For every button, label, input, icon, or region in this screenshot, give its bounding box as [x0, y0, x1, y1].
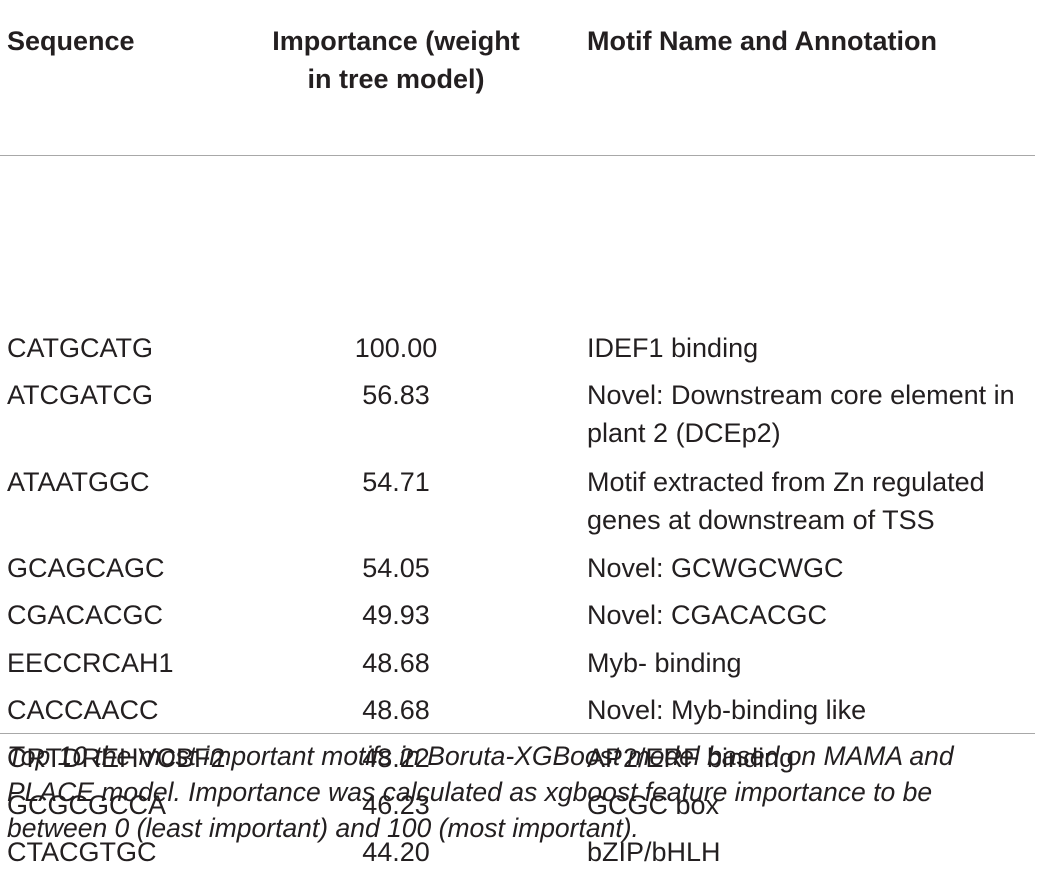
table-bottom-rule	[0, 733, 1035, 734]
cell-importance: 49.93	[362, 600, 430, 630]
cell-importance: 46.23	[362, 790, 430, 820]
cell-importance: 48.68	[362, 648, 430, 678]
table-row: CRTDREHVCBF2 48.22 AP2/ERF binding	[0, 739, 1035, 779]
table-row: CGACACGC 49.93 Novel: CGACACGC	[0, 596, 1035, 636]
cell-motif: GCGC box	[587, 790, 720, 820]
table-header: Sequence Importance (weight in tree mode…	[0, 0, 1035, 156]
cell-importance: 54.05	[362, 553, 430, 583]
cell-motif: Novel: GCWGCWGC	[587, 553, 844, 583]
cell-sequence: CRTDREHVCBF2	[7, 743, 226, 773]
table-row: ATCGATCG 56.83 Novel: Downstream core el…	[0, 376, 1035, 456]
cell-importance: 48.68	[362, 695, 430, 725]
cell-importance: 48.22	[362, 743, 430, 773]
cell-motif: AP2/ERF binding	[587, 743, 795, 773]
cell-motif: Novel: Myb-binding like	[587, 695, 867, 725]
cell-sequence: CACCAACC	[7, 695, 159, 725]
cell-motif: Novel: Downstream core element in plant …	[587, 380, 1015, 448]
cell-sequence: GCAGCAGC	[7, 553, 165, 583]
cell-sequence: ATCGATCG	[7, 380, 153, 410]
cell-motif: Novel: CGACACGC	[587, 600, 828, 630]
cell-motif: IDEF1 binding	[587, 333, 759, 363]
header-sequence: Sequence	[7, 26, 135, 56]
cell-sequence: ATAATGGC	[7, 467, 150, 497]
cell-sequence: GCGCGCCA	[7, 790, 167, 820]
table-row: GCGCGCCA 46.23 GCGC box	[0, 786, 1035, 826]
cell-importance: 56.83	[362, 380, 430, 410]
cell-sequence: CGACACGC	[7, 600, 164, 630]
table-row: CACCAACC 48.68 Novel: Myb-binding like	[0, 691, 1035, 731]
table-row: GCAGCAGC 54.05 Novel: GCWGCWGC	[0, 549, 1035, 589]
table-row: EECCRCAH1 48.68 Myb- binding	[0, 644, 1035, 684]
cell-motif: Motif extracted from Zn regulated genes …	[587, 467, 985, 535]
cell-sequence: CATGCATG	[7, 333, 153, 363]
table-row: ATAATGGC 54.71 Motif extracted from Zn r…	[0, 463, 1035, 543]
cell-sequence: EECCRCAH1	[7, 648, 174, 678]
cell-importance: 54.71	[362, 467, 430, 497]
cell-motif: Myb- binding	[587, 648, 742, 678]
table-caption: Top 10 the most important motifs in Boru…	[7, 741, 954, 843]
cell-importance: 100.00	[354, 333, 438, 363]
header-importance: Importance (weight in tree model)	[272, 26, 520, 94]
header-motif: Motif Name and Annotation	[587, 26, 937, 56]
table-row: CATGCATG 100.00 IDEF1 binding	[0, 329, 1035, 369]
